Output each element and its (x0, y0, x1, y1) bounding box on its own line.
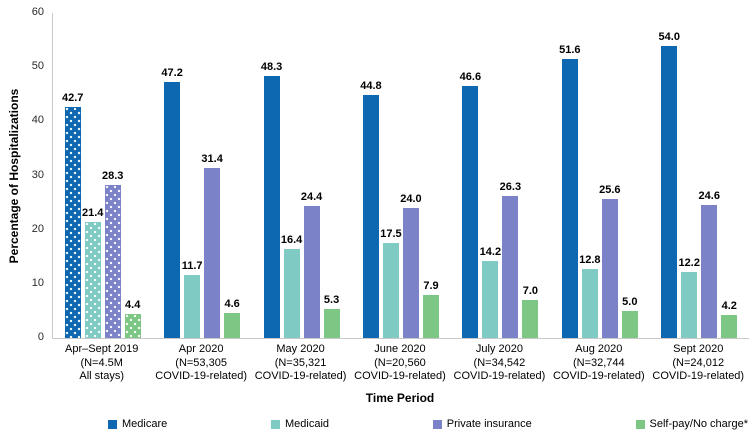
bar-medicare: 44.8 (360, 80, 382, 338)
bar-value-label: 21.4 (81, 207, 104, 220)
bar-value-label: 7.9 (423, 280, 439, 293)
bar-medicaid: 16.4 (281, 234, 302, 338)
plot-area: 42.7 21.4 28.3 4.4 47.2 11.7 31.4 4.6 48.3 16.4 24… (52, 13, 749, 339)
x-tick-label: Sept 2020 (N=24,012 COVID-19-related) (652, 343, 745, 382)
bar-medicaid: 17.5 (380, 228, 402, 338)
bar-medicare: 47.2 (161, 67, 183, 338)
x-axis-title: Time Period (365, 391, 435, 405)
bar-group: 48.3 16.4 24.4 5.3 (252, 61, 351, 338)
y-tick-label: 0 (37, 331, 44, 343)
bar-groups: 42.7 21.4 28.3 4.4 47.2 11.7 31.4 4.6 48.3 16.4 24… (53, 13, 749, 338)
bar-private-insurance: 26.3 (500, 181, 521, 338)
bar-value-label: 51.6 (559, 43, 581, 56)
legend: Medicare Medicaid Private insurance Self-pa… (108, 418, 748, 430)
bar-value-label: 31.4 (201, 152, 223, 165)
bar-self-pay-no-charge-: 5.0 (621, 296, 638, 338)
bar-medicare: 51.6 (559, 44, 581, 338)
bar-value-label: 4.6 (224, 298, 240, 311)
bar-value-label: 4.4 (125, 299, 141, 312)
x-tick-label: May 2020 (N=35,321 COVID-19-related) (254, 343, 347, 382)
y-tick-label: 60 (31, 6, 44, 18)
bar-group: 54.0 12.2 24.6 4.2 (650, 31, 749, 338)
bar-value-label: 42.7 (61, 91, 84, 104)
bar-value-label: 11.7 (181, 259, 203, 272)
bar-self-pay-no-charge-: 7.9 (422, 280, 439, 338)
bar-self-pay-no-charge-: 4.4 (124, 299, 141, 338)
bar-medicaid: 12.2 (679, 257, 700, 338)
x-tick-label: June 2020 (N=20,560 COVID-19-related) (354, 343, 446, 382)
bar-private-insurance: 24.0 (400, 193, 422, 338)
x-tick-label: Apr 2020 (N=53,305 COVID-19-related) (155, 343, 247, 382)
bar-medicare: 48.3 (261, 61, 282, 338)
bar-value-label: 16.4 (280, 234, 303, 247)
legend-swatch (271, 419, 280, 429)
bar-value-label: 5.3 (323, 294, 340, 307)
bar-value-label: 7.0 (522, 285, 539, 298)
bar-value-label: 24.0 (400, 193, 422, 205)
bar-value-label: 24.4 (300, 190, 323, 203)
y-tick-label: 20 (31, 222, 44, 235)
bar-value-label: 54.0 (658, 30, 680, 43)
legend-item-medicaid: Medicaid (271, 418, 329, 430)
bar-medicaid: 11.7 (182, 260, 203, 338)
legend-swatch (635, 419, 645, 429)
bar-group: 46.6 14.2 26.3 7.0 (451, 71, 550, 338)
bar-private-insurance: 28.3 (102, 170, 123, 338)
y-tick-label: 10 (31, 276, 44, 289)
legend-item-private-insurance: Private insurance (432, 418, 532, 430)
bar-value-label: 24.6 (698, 189, 720, 202)
bar-value-label: 25.6 (599, 184, 621, 197)
bar-private-insurance: 31.4 (201, 153, 223, 338)
x-tick-label: July 2020 (N=34,542 COVID-19-related) (453, 343, 546, 382)
bar-value-label: 47.2 (161, 67, 183, 80)
legend-item-self-pay-no-charge-: Self-pay/No charge* (635, 418, 748, 430)
x-tick-label: Apr–Sept 2019 (N=4.5M All stays) (65, 343, 139, 382)
legend-label: Private insurance (446, 418, 532, 430)
bar-group: 51.6 12.8 25.6 5.0 (550, 44, 649, 338)
bar-group: 47.2 11.7 31.4 4.6 (152, 67, 251, 338)
x-tick-label: Aug 2020 (N=32,744 COVID-19-related) (552, 343, 645, 382)
legend-label: Medicaid (285, 418, 330, 430)
bar-medicare: 46.6 (460, 71, 481, 338)
bar-group: 44.8 17.5 24.0 7.9 (351, 80, 450, 338)
legend-swatch (108, 419, 117, 429)
bar-self-pay-no-charge-: 4.6 (224, 298, 241, 338)
legend-label: Medicare (122, 418, 168, 430)
bar-value-label: 14.2 (479, 246, 502, 259)
bar-value-label: 17.5 (380, 228, 402, 241)
legend-swatch (432, 419, 442, 429)
y-tick-label: 40 (31, 114, 44, 127)
bar-self-pay-no-charge-: 7.0 (522, 285, 539, 338)
legend-item-medicare: Medicare (108, 418, 167, 430)
bar-value-label: 12.8 (579, 253, 601, 266)
bar-private-insurance: 24.4 (301, 191, 322, 338)
bar-private-insurance: 24.6 (699, 190, 720, 338)
bar-medicare: 54.0 (659, 31, 680, 338)
bar-value-label: 4.2 (721, 300, 737, 313)
bar-medicaid: 21.4 (82, 207, 103, 338)
bar-group: 42.7 21.4 28.3 4.4 (53, 92, 152, 338)
bar-self-pay-no-charge-: 4.2 (721, 300, 738, 338)
y-tick-label: 50 (31, 60, 44, 73)
bar-value-label: 48.3 (260, 61, 283, 74)
bar-value-label: 46.6 (459, 70, 482, 83)
bar-value-label: 44.8 (360, 80, 382, 93)
bar-value-label: 5.0 (622, 295, 638, 308)
bar-medicare: 42.7 (62, 92, 83, 338)
y-tick-label: 30 (31, 168, 44, 181)
bar-self-pay-no-charge-: 5.3 (323, 294, 340, 338)
bar-value-label: 26.3 (499, 180, 522, 193)
bar-value-label: 28.3 (101, 169, 124, 182)
bar-medicaid: 14.2 (480, 246, 501, 338)
bar-value-label: 12.2 (678, 256, 700, 269)
x-tick-labels: Apr–Sept 2019 (N=4.5M All stays) Apr 2020 (N… (52, 343, 748, 384)
legend-label: Self-pay/No charge* (649, 418, 748, 430)
bar-medicaid: 12.8 (579, 254, 601, 338)
bar-private-insurance: 25.6 (599, 184, 621, 338)
